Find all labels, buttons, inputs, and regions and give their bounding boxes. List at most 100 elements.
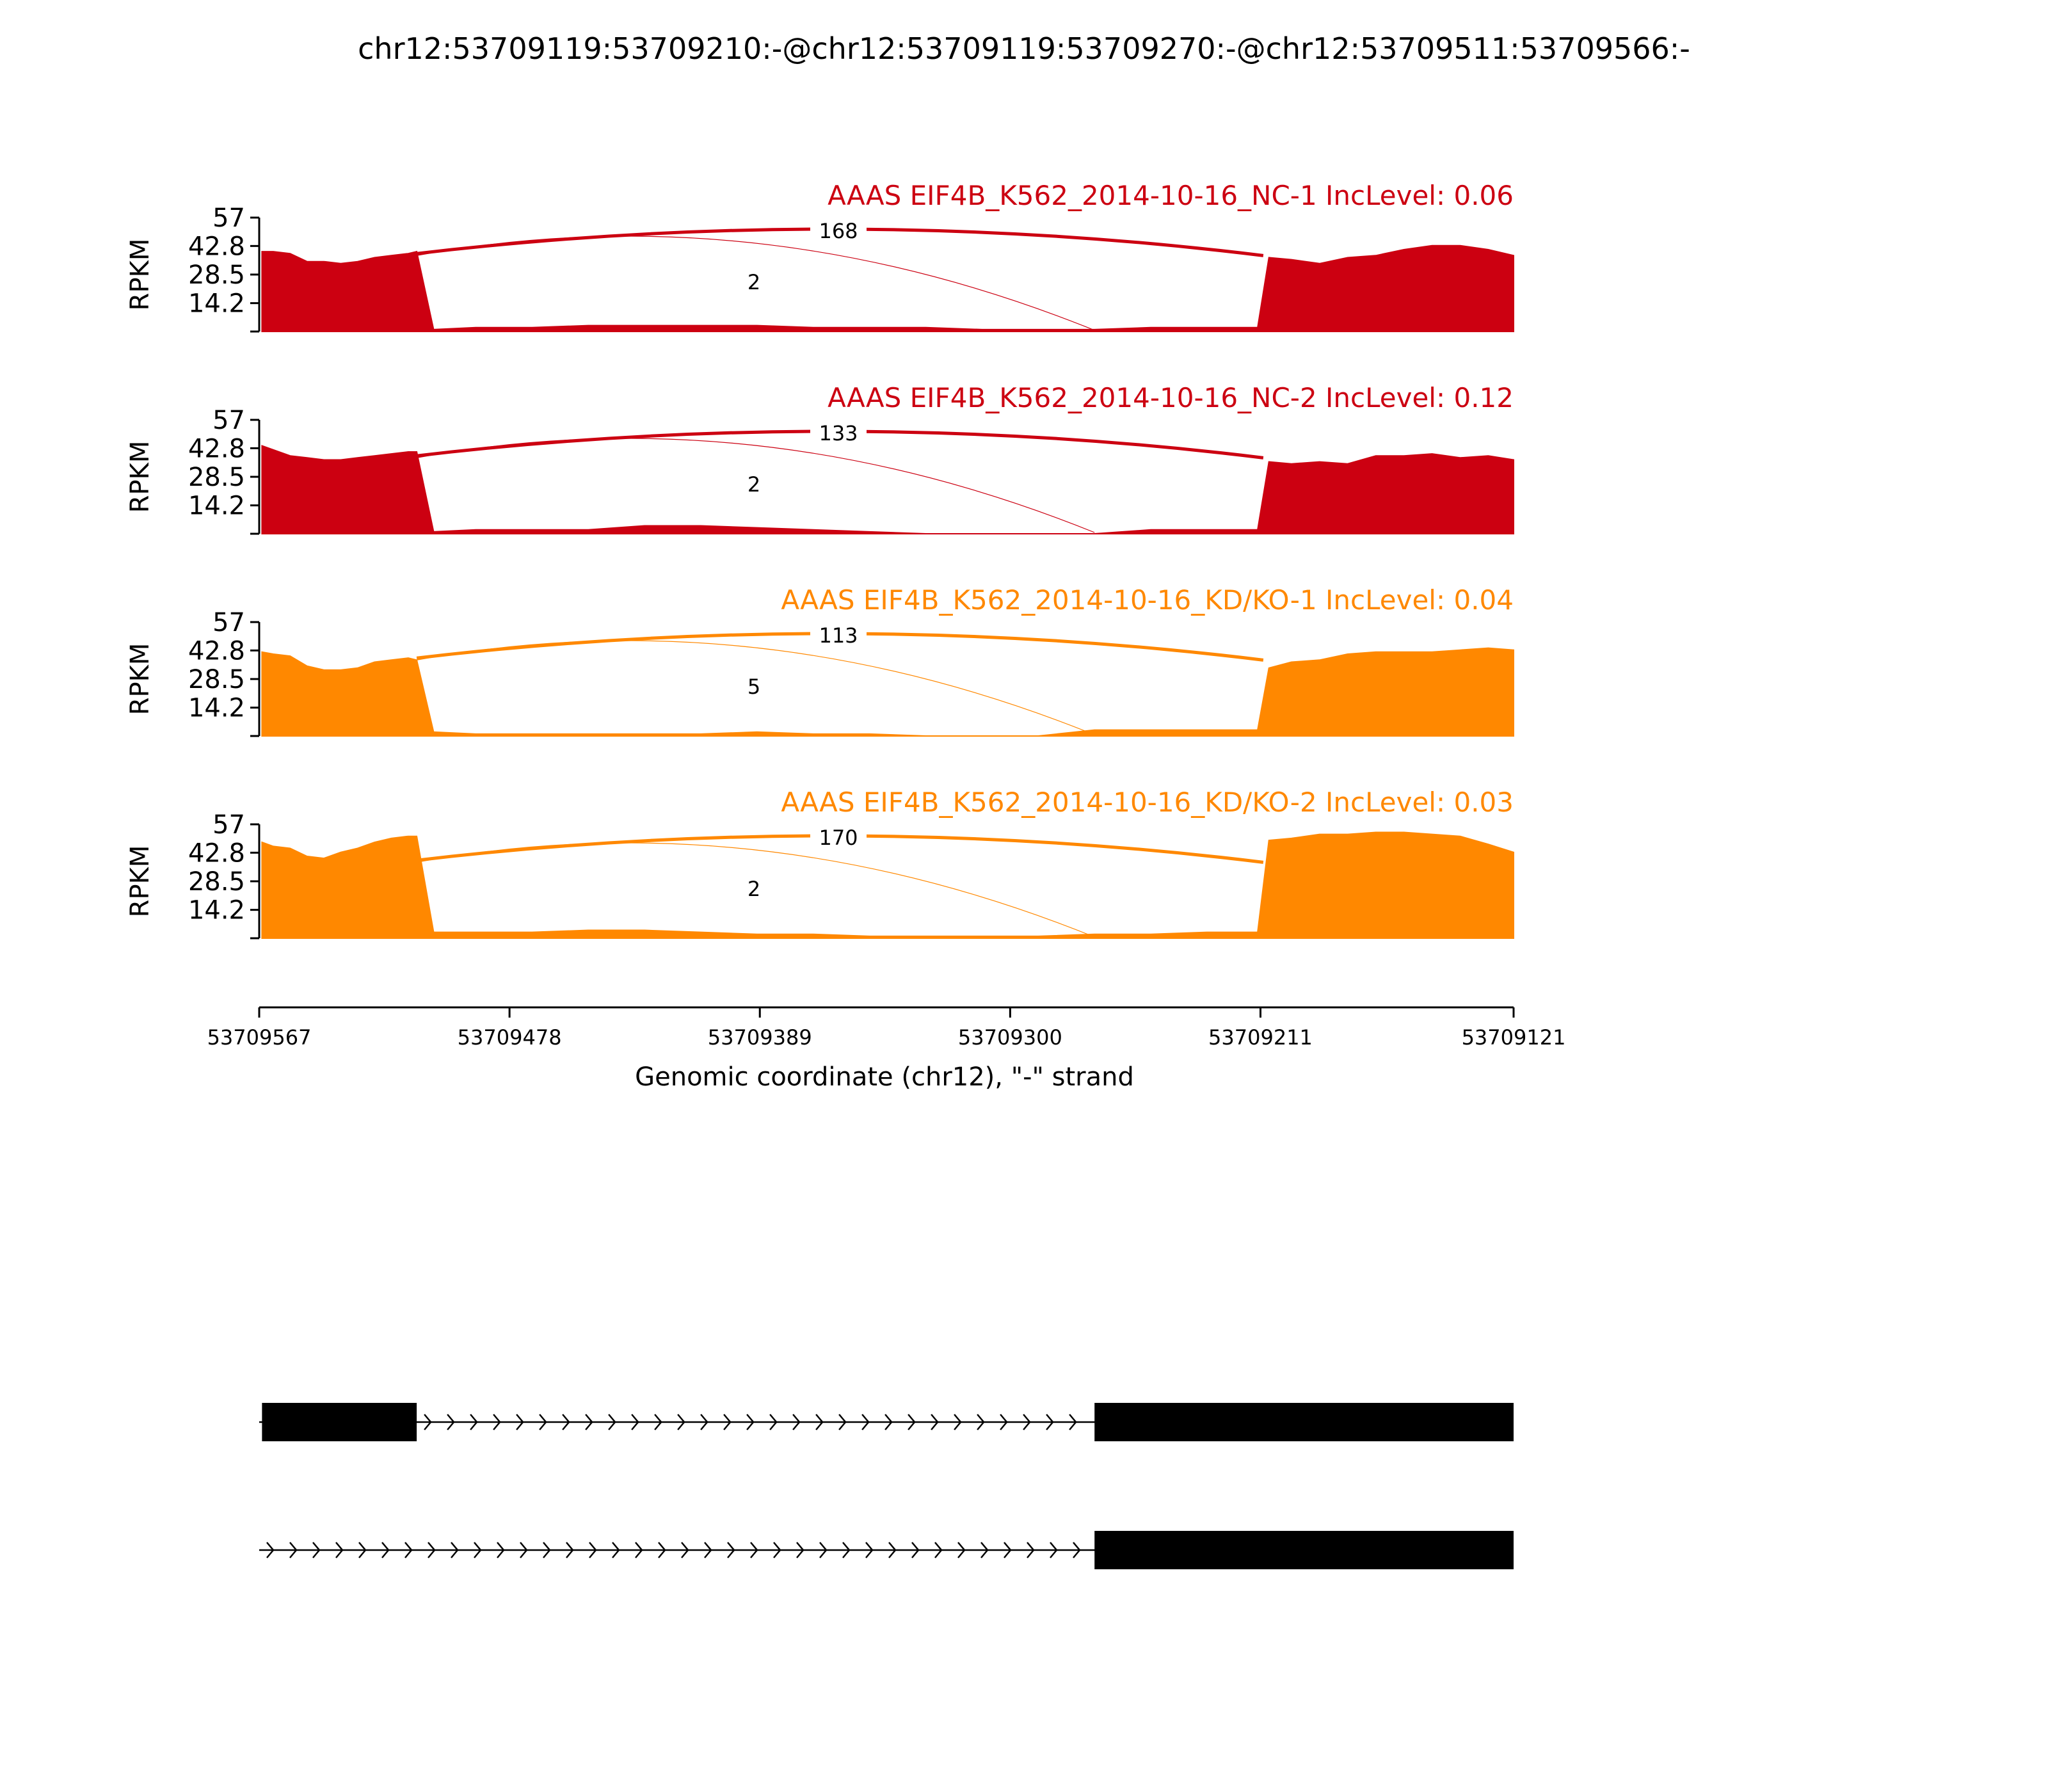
junction-label-bg: [810, 421, 867, 447]
y-tick-label: 28.5: [188, 463, 245, 492]
strand-arrow: [539, 1414, 547, 1430]
y-tick-label: 28.5: [188, 665, 245, 694]
strand-arrow: [977, 1414, 985, 1430]
junction-label: 2: [748, 472, 760, 497]
junction-label: 2: [748, 270, 760, 294]
junction-label-bg: [726, 877, 782, 902]
strand-arrow: [838, 1414, 847, 1430]
strand-arrow: [608, 1414, 616, 1430]
gene-models: [259, 1403, 1514, 1569]
strand-arrow: [796, 1542, 804, 1558]
strand-arrow: [497, 1542, 505, 1558]
y-tick-label: 42.8: [188, 434, 245, 463]
x-tick-label: 53709478: [458, 1025, 562, 1050]
y-tick-label: 14.2: [188, 896, 245, 925]
coverage-area: [261, 445, 1514, 534]
y-tick-label: 28.5: [188, 260, 245, 290]
junction-label-bg: [726, 472, 782, 498]
strand-arrow: [428, 1542, 436, 1558]
x-tick-label: 53709300: [958, 1025, 1062, 1050]
strand-arrow: [957, 1542, 966, 1558]
coverage-area: [261, 831, 1514, 939]
x-tick-label: 53709567: [207, 1025, 312, 1050]
exon-block: [1094, 1403, 1514, 1441]
strand-arrow: [773, 1542, 781, 1558]
strand-arrow: [931, 1414, 939, 1430]
strand-arrow: [769, 1414, 778, 1430]
y-tick-label: 42.8: [188, 636, 245, 666]
junction-label: 5: [748, 675, 760, 699]
strand-arrow: [543, 1542, 551, 1558]
strand-arrow: [908, 1414, 916, 1430]
x-tick-label: 53709121: [1462, 1025, 1566, 1050]
exon-block: [262, 1403, 417, 1441]
strand-arrow: [861, 1414, 870, 1430]
strand-arrow: [750, 1542, 758, 1558]
y-tick-label: 14.2: [188, 492, 245, 521]
junction-label: 170: [819, 826, 858, 850]
y-axis-label: RPKM: [125, 441, 155, 513]
junction-label-bg: [726, 270, 782, 296]
strand-arrow: [746, 1414, 755, 1430]
panel-title: AAAS EIF4B_K562_2014-10-16_NC-2 IncLevel…: [828, 382, 1514, 413]
y-axis-label: RPKM: [125, 239, 155, 311]
panel-title: AAAS EIF4B_K562_2014-10-16_KD/KO-2 IncLe…: [781, 787, 1514, 818]
y-tick-label: 42.8: [188, 232, 245, 261]
strand-arrow: [562, 1414, 570, 1430]
strand-arrow: [493, 1414, 501, 1430]
y-tick-label: 57: [212, 608, 245, 637]
figure-title: chr12:53709119:53709210:-@chr12:53709119…: [358, 31, 1690, 66]
strand-arrow: [566, 1542, 574, 1558]
x-axis-label: Genomic coordinate (chr12), "-" strand: [635, 1062, 1134, 1092]
strand-arrow: [381, 1542, 390, 1558]
strand-arrow: [911, 1542, 920, 1558]
strand-arrow: [635, 1542, 643, 1558]
junction-label-bg: [810, 826, 867, 851]
junction-label: 168: [819, 219, 858, 243]
strand-arrow: [934, 1542, 943, 1558]
y-axis-label: RPKM: [125, 845, 155, 918]
strand-arrow: [289, 1542, 298, 1558]
y-tick-label: 14.2: [188, 289, 245, 319]
strand-arrow: [266, 1542, 275, 1558]
exon-block: [1094, 1531, 1514, 1569]
strand-arrow: [1069, 1414, 1077, 1430]
junction-label-bg: [810, 623, 867, 649]
junction-arc: [416, 842, 1095, 938]
strand-arrow: [520, 1542, 528, 1558]
strand-arrow: [1073, 1542, 1081, 1558]
transcript-1: [259, 1403, 1514, 1441]
y-tick-label: 28.5: [188, 867, 245, 897]
strand-arrow: [404, 1542, 413, 1558]
junction-arc: [416, 438, 1095, 533]
strand-arrow: [312, 1542, 321, 1558]
strand-arrow: [447, 1414, 455, 1430]
strand-arrow: [470, 1414, 478, 1430]
coverage-area: [261, 647, 1514, 737]
y-tick-label: 57: [212, 810, 245, 840]
strand-arrow: [1004, 1542, 1012, 1558]
strand-arrow: [980, 1542, 989, 1558]
junction-label: 113: [819, 623, 858, 648]
strand-arrow: [865, 1542, 874, 1558]
panel-title: AAAS EIF4B_K562_2014-10-16_KD/KO-1 IncLe…: [781, 584, 1514, 616]
y-axis-label: RPKM: [125, 643, 155, 716]
strand-arrow: [888, 1542, 897, 1558]
strand-arrow: [335, 1542, 344, 1558]
strand-arrow: [516, 1414, 524, 1430]
strand-arrow: [704, 1542, 712, 1558]
x-tick-label: 53709389: [708, 1025, 812, 1050]
transcript-2: [259, 1531, 1514, 1569]
strand-arrow: [677, 1414, 685, 1430]
strand-arrow: [589, 1542, 597, 1558]
strand-arrow: [884, 1414, 893, 1430]
strand-arrow: [727, 1542, 735, 1558]
y-tick-label: 57: [212, 406, 245, 435]
x-tick-label: 53709211: [1208, 1025, 1313, 1050]
strand-arrow: [1023, 1414, 1031, 1430]
